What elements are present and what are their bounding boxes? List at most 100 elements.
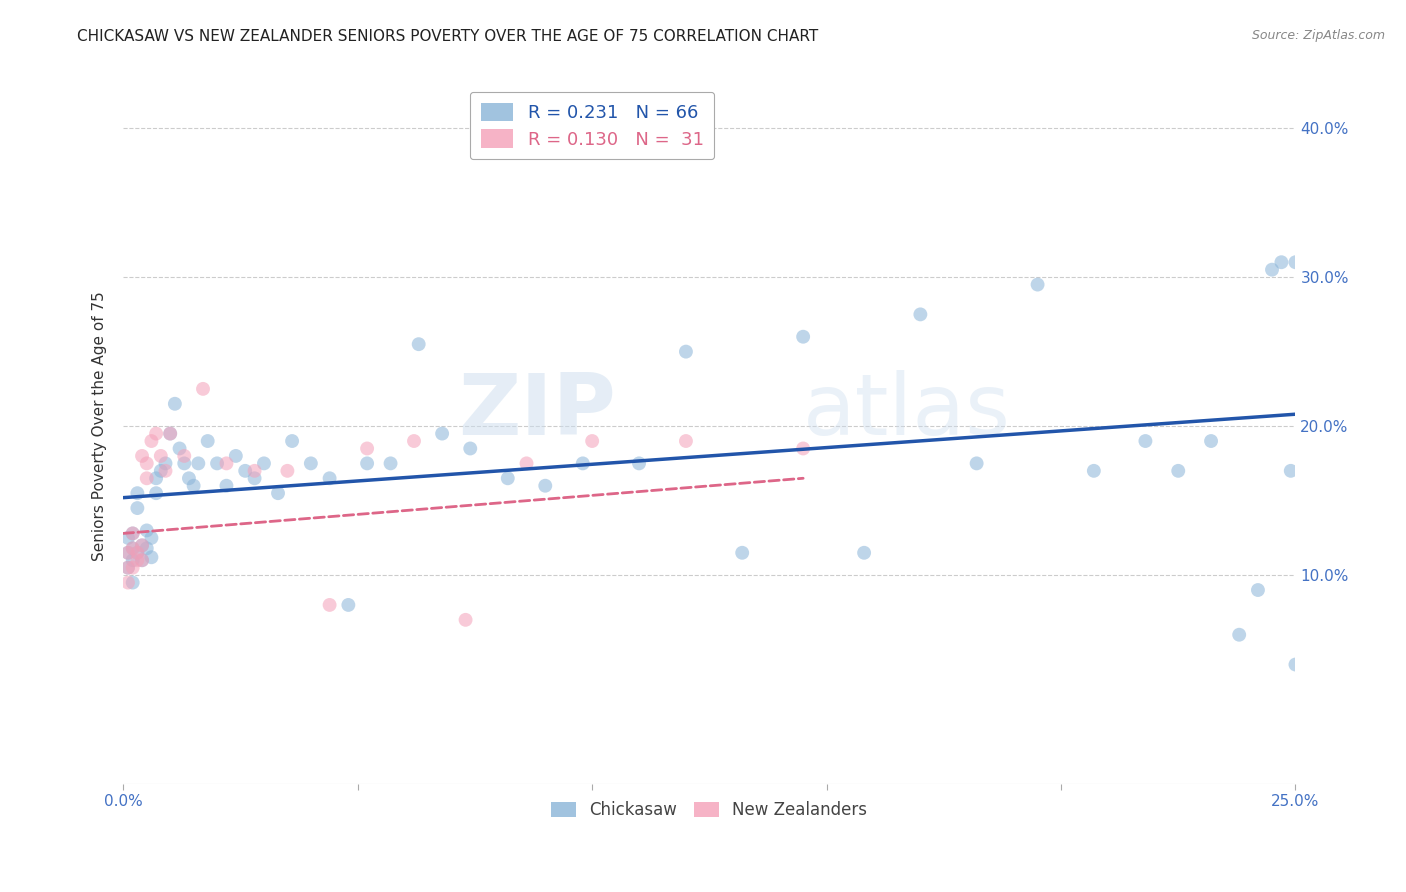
Point (299, 456, 322, 470)
Point (117, 546, 139, 560)
Y-axis label: Seniors Poverty Over the Age of 75: Seniors Poverty Over the Age of 75 (93, 292, 107, 561)
Point (318, 598, 340, 612)
Point (496, 471, 519, 485)
Point (356, 456, 378, 470)
Point (1199, 434, 1222, 448)
Point (1279, 464, 1302, 478)
Point (141, 434, 163, 448)
Point (121, 526, 143, 541)
Point (177, 471, 200, 485)
Point (1284, 657, 1306, 672)
Point (253, 456, 276, 470)
Point (131, 538, 153, 552)
Point (135, 541, 157, 556)
Point (183, 479, 205, 493)
Point (173, 449, 195, 463)
Point (1227, 628, 1250, 642)
Point (117, 575, 139, 590)
Point (628, 456, 651, 470)
Point (1026, 277, 1049, 292)
Point (1270, 255, 1292, 269)
Point (281, 434, 304, 448)
Point (458, 442, 481, 456)
Legend: Chickasaw, New Zealanders: Chickasaw, New Zealanders (544, 794, 875, 825)
Point (127, 486, 149, 500)
Point (731, 546, 754, 560)
Point (534, 479, 557, 493)
Point (135, 471, 157, 485)
Point (117, 560, 139, 574)
Point (155, 464, 177, 478)
Point (127, 546, 149, 560)
Point (243, 464, 266, 478)
Point (1247, 582, 1270, 597)
Point (135, 524, 157, 538)
Point (131, 553, 153, 567)
Point (117, 546, 139, 560)
Point (572, 456, 595, 470)
Point (121, 553, 143, 567)
Text: Source: ZipAtlas.com: Source: ZipAtlas.com (1251, 29, 1385, 42)
Point (145, 426, 167, 441)
Point (159, 426, 181, 441)
Point (792, 329, 814, 343)
Point (276, 464, 298, 478)
Point (402, 434, 425, 448)
Point (131, 538, 153, 552)
Text: CHICKASAW VS NEW ZEALANDER SENIORS POVERTY OVER THE AGE OF 75 CORRELATION CHART: CHICKASAW VS NEW ZEALANDER SENIORS POVER… (77, 29, 818, 44)
Point (169, 442, 191, 456)
Point (149, 464, 172, 478)
Point (121, 526, 143, 541)
Point (163, 397, 186, 411)
Point (430, 426, 453, 441)
Point (197, 434, 219, 448)
Text: atlas: atlas (803, 370, 1011, 453)
Point (1261, 262, 1284, 277)
Point (127, 546, 149, 560)
Point (853, 546, 876, 560)
Point (145, 486, 167, 500)
Point (581, 434, 603, 448)
Point (173, 456, 195, 470)
Point (141, 550, 163, 565)
Point (966, 456, 988, 470)
Point (380, 456, 402, 470)
Point (127, 501, 149, 516)
Point (205, 456, 228, 470)
Point (117, 560, 139, 574)
Point (127, 553, 149, 567)
Point (121, 541, 143, 556)
Point (225, 449, 247, 463)
Point (191, 382, 214, 396)
Point (159, 426, 181, 441)
Point (131, 553, 153, 567)
Point (515, 456, 537, 470)
Point (215, 456, 238, 470)
Point (117, 531, 139, 545)
Point (356, 442, 378, 456)
Point (267, 486, 290, 500)
Text: ZIP: ZIP (458, 370, 616, 453)
Point (337, 598, 360, 612)
Point (121, 541, 143, 556)
Point (1167, 464, 1189, 478)
Point (675, 344, 697, 359)
Point (149, 449, 172, 463)
Point (121, 575, 143, 590)
Point (792, 442, 814, 456)
Point (233, 464, 256, 478)
Point (454, 613, 477, 627)
Point (1135, 434, 1157, 448)
Point (318, 471, 340, 485)
Point (243, 471, 266, 485)
Point (1083, 464, 1105, 478)
Point (145, 471, 167, 485)
Point (187, 456, 209, 470)
Point (1284, 255, 1306, 269)
Point (135, 456, 157, 470)
Point (408, 337, 430, 351)
Point (121, 560, 143, 574)
Point (675, 434, 697, 448)
Point (155, 456, 177, 470)
Point (215, 479, 238, 493)
